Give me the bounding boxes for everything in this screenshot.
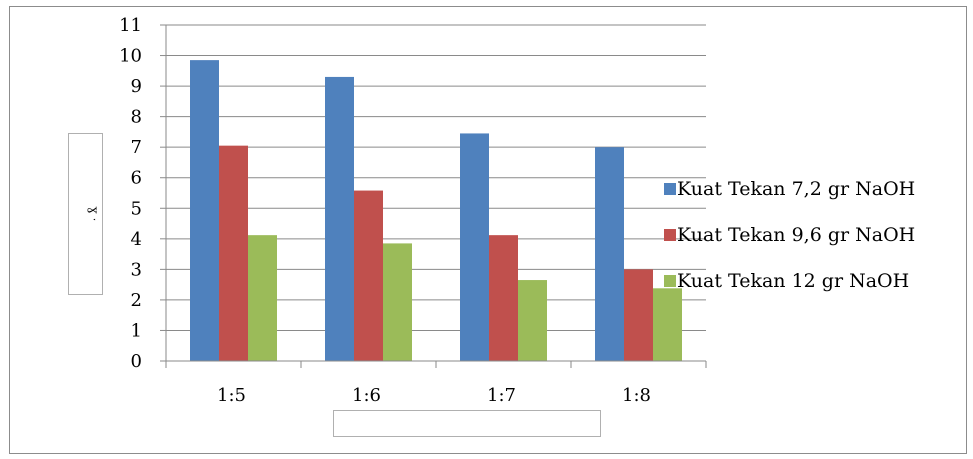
bar — [460, 133, 489, 361]
y-tick-label: 7 — [131, 137, 142, 158]
y-tick-label: 1 — [131, 320, 142, 341]
y-tick-label: 8 — [131, 107, 142, 128]
y-tick-label: 0 — [131, 351, 142, 372]
bar — [248, 235, 277, 361]
chart-frame — [9, 6, 967, 454]
y-tick-label: 4 — [131, 229, 142, 250]
x-tick-label: 1:5 — [217, 385, 246, 406]
bar — [518, 280, 547, 361]
y-tick-label: 9 — [131, 76, 142, 97]
y-tick-label: 2 — [131, 290, 142, 311]
x-tick-label: 1:8 — [622, 385, 651, 406]
y-tick-label: 5 — [131, 198, 142, 219]
legend-swatch — [664, 229, 676, 241]
x-tick-label: 1:6 — [352, 385, 381, 406]
legend-label: Kuat Tekan 9,6 gr NaOH — [677, 224, 916, 246]
y-axis-title: ɣ ˑ — [87, 206, 101, 222]
legend-swatch — [664, 183, 676, 195]
x-axis-title-box — [333, 410, 601, 437]
bar — [595, 147, 624, 361]
x-tick-label: 1:7 — [487, 385, 516, 406]
bar — [354, 190, 383, 361]
y-tick-labels: 0 1 2 3 4 5 6 7 8 9 10 11 — [119, 15, 142, 372]
y-tick-label: 3 — [131, 259, 142, 280]
bar — [489, 235, 518, 361]
legend-label: Kuat Tekan 12 gr NaOH — [677, 270, 910, 292]
y-axis-title-box: ɣ ˑ — [68, 133, 103, 295]
y-tick-label: 11 — [119, 15, 142, 36]
legend-swatch — [664, 275, 676, 287]
bar — [383, 243, 412, 361]
legend-label: Kuat Tekan 7,2 gr NaOH — [677, 178, 916, 200]
y-tick-label: 6 — [131, 168, 142, 189]
x-tick-labels: 1:5 1:6 1:7 1:8 — [217, 385, 651, 406]
bar — [190, 60, 219, 362]
axes — [160, 24, 707, 368]
bars — [190, 60, 682, 362]
bar — [624, 269, 653, 361]
bar — [219, 145, 248, 361]
y-tick-label: 10 — [119, 46, 142, 67]
bar — [325, 76, 354, 361]
bar — [653, 288, 682, 361]
